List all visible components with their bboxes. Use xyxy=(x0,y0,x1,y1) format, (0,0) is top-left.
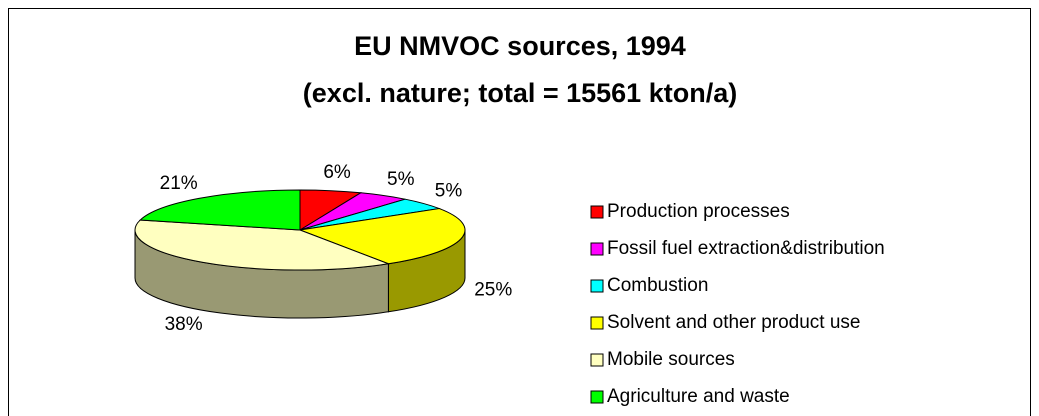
legend-label: Mobile sources xyxy=(607,349,735,370)
data-label: 5% xyxy=(435,181,463,202)
pie-slice xyxy=(139,189,301,231)
chart-title: EU NMVOC sources, 1994 xyxy=(354,31,686,61)
data-label: 38% xyxy=(165,314,203,335)
legend-label: Fossil fuel extraction&distribution xyxy=(607,238,885,259)
legend-label: Solvent and other product use xyxy=(607,312,861,333)
legend-label: Production processes xyxy=(607,201,790,222)
legend-label: Combustion xyxy=(607,275,708,296)
chart-subtitle: (excl. nature; total = 15561 kton/a) xyxy=(303,78,737,108)
legend-swatch xyxy=(590,353,604,367)
data-label: 21% xyxy=(160,173,198,194)
pie-slice xyxy=(134,219,391,271)
legend-swatch xyxy=(590,279,604,293)
legend-label: Agriculture and waste xyxy=(607,386,790,407)
legend-swatch xyxy=(590,205,604,219)
data-label: 25% xyxy=(474,280,512,301)
legend-swatch xyxy=(590,316,604,330)
data-label: 5% xyxy=(387,169,415,190)
legend-swatch xyxy=(590,242,604,256)
chart-border xyxy=(8,8,1031,416)
data-label: 6% xyxy=(323,162,351,183)
pie-slice xyxy=(298,208,466,265)
legend-swatch xyxy=(590,390,604,404)
